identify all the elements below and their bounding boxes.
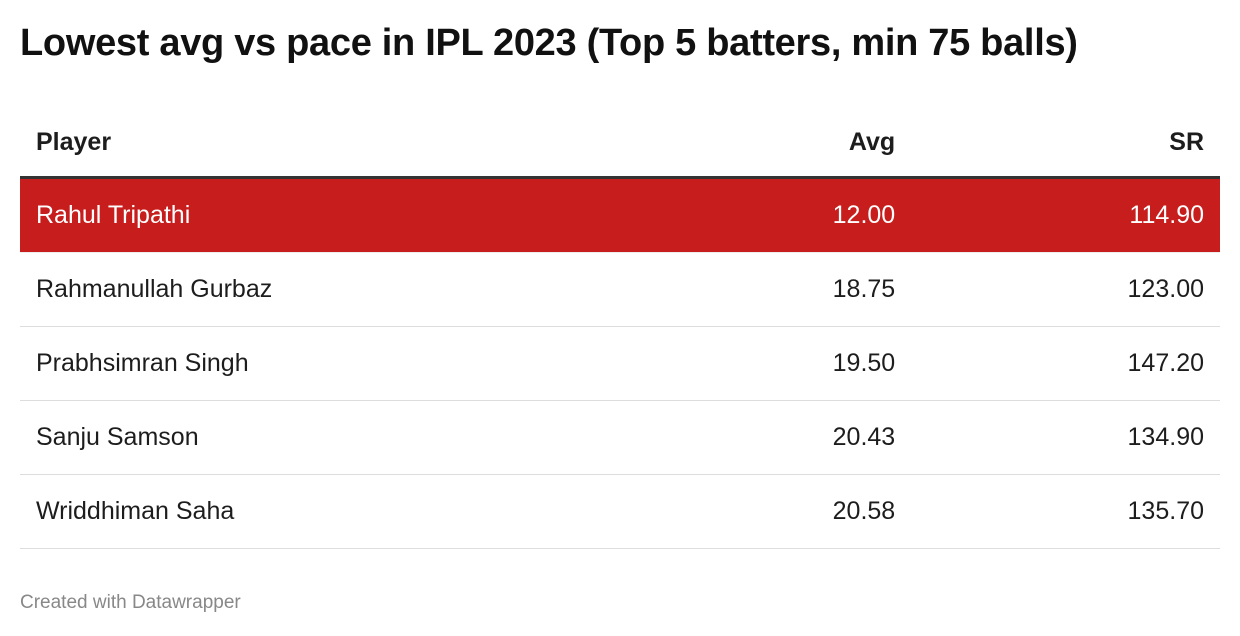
cell-avg: 12.00 (642, 177, 912, 253)
table-header-row: Player Avg SR (20, 108, 1220, 179)
cell-player: Rahmanullah Gurbaz (20, 252, 642, 327)
cell-sr: 147.20 (911, 326, 1220, 401)
table-row: Wriddhiman Saha 20.58 135.70 (20, 474, 1220, 549)
cell-sr: 123.00 (911, 252, 1220, 327)
cell-player: Sanju Samson (20, 400, 642, 475)
cell-avg: 19.50 (642, 326, 912, 401)
cell-sr: 135.70 (911, 474, 1220, 549)
column-header-player: Player (20, 108, 642, 179)
cell-player: Rahul Tripathi (20, 177, 642, 253)
data-table: Player Avg SR Rahul Tripathi 12.00 114.90 R… (20, 108, 1220, 549)
cell-sr: 114.90 (911, 177, 1220, 253)
cell-player: Wriddhiman Saha (20, 474, 642, 549)
cell-sr: 134.90 (911, 400, 1220, 475)
table-row: Rahul Tripathi 12.00 114.90 (20, 177, 1220, 253)
cell-avg: 18.75 (642, 252, 912, 327)
chart-title: Lowest avg vs pace in IPL 2023 (Top 5 ba… (20, 22, 1078, 64)
cell-avg: 20.43 (642, 400, 912, 475)
table-row: Prabhsimran Singh 19.50 147.20 (20, 326, 1220, 401)
table-row: Rahmanullah Gurbaz 18.75 123.00 (20, 252, 1220, 327)
table-row: Sanju Samson 20.43 134.90 (20, 400, 1220, 475)
column-header-avg: Avg (642, 108, 912, 179)
cell-player: Prabhsimran Singh (20, 326, 642, 401)
column-header-sr: SR (911, 108, 1220, 179)
attribution: Created with Datawrapper (20, 592, 241, 613)
cell-avg: 20.58 (642, 474, 912, 549)
